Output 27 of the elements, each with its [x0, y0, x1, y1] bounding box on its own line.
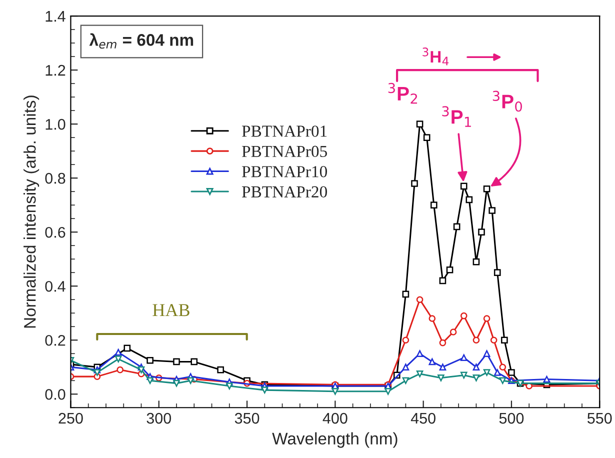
legend-label: PBTNAPr20 — [242, 186, 327, 198]
legend-label: PBTNAPr10 — [242, 166, 327, 178]
x-tick-label: 550 — [587, 412, 612, 424]
x-tick-label: 250 — [58, 412, 83, 424]
legend-label: PBTNAPr01 — [242, 126, 327, 137]
y-tick-label: 0.0 — [45, 388, 66, 400]
annotation: λ$_{em}$ = 604 nm — [89, 33, 194, 49]
x-tick-label: 450 — [410, 412, 436, 424]
y-axis-title: Normalized intensity (arb. units) — [24, 96, 40, 328]
x-axis-title: Wavelength (nm) — [272, 432, 398, 448]
x-tick-label: 300 — [146, 412, 172, 424]
annotation: $^{3}$P$_{1}$ — [442, 106, 471, 127]
y-tick-label: 0.4 — [45, 280, 66, 292]
x-tick-label: 400 — [322, 412, 348, 424]
x-tick-label: 350 — [234, 412, 260, 424]
legend-label: PBTNAPr05 — [242, 146, 327, 158]
annotation: $^{3}$P$_{0}$ — [492, 90, 522, 112]
y-tick-label: 0.6 — [45, 226, 66, 238]
y-tick-label: 1.0 — [46, 118, 66, 130]
y-tick-label: 1.4 — [46, 11, 66, 22]
y-tick-label: 0.8 — [45, 172, 66, 184]
annotation: HAB — [152, 304, 190, 316]
annotation: $^{3}$P$_{2}$ — [388, 82, 418, 104]
x-tick-label: 500 — [499, 412, 524, 424]
annotation: $^{3}$H$_{4}$ — [422, 48, 449, 66]
y-tick-label: 0.2 — [45, 334, 66, 346]
y-tick-label: 1.2 — [46, 64, 66, 76]
